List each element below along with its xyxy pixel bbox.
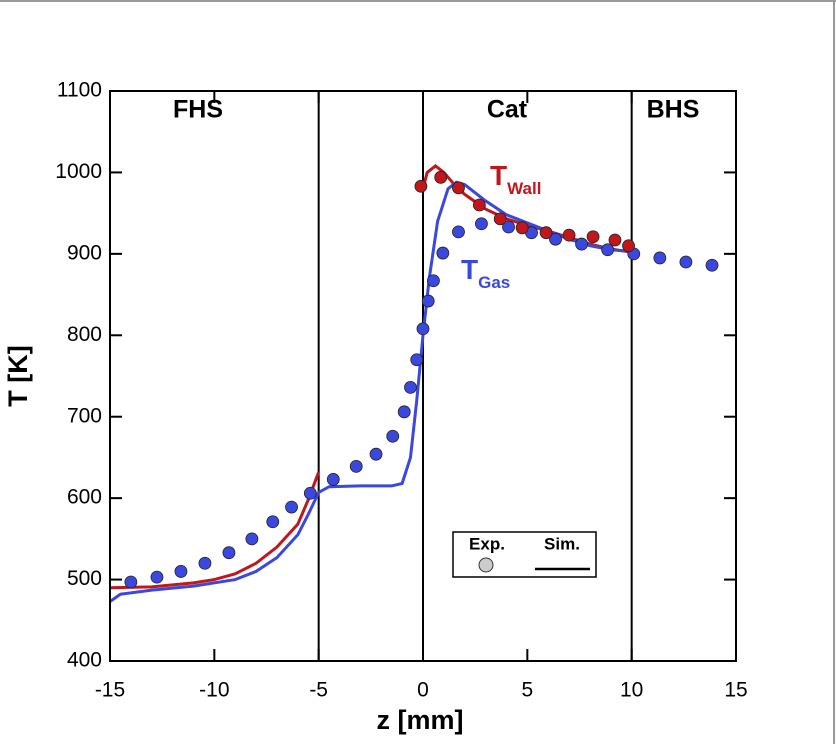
exp-point bbox=[245, 532, 259, 546]
exp-point bbox=[198, 556, 212, 570]
exp-point bbox=[493, 212, 507, 226]
exp-point bbox=[608, 233, 622, 247]
exp-point bbox=[575, 237, 588, 251]
y-tick-label: 600 bbox=[67, 486, 102, 509]
annotation-main: T bbox=[490, 160, 507, 191]
exp-point bbox=[475, 217, 488, 231]
x-tick-label: -15 bbox=[95, 679, 125, 702]
y-axis-title: T [K] bbox=[3, 345, 33, 406]
exp-point bbox=[416, 322, 430, 336]
x-tick-label: -5 bbox=[309, 679, 328, 702]
exp-point bbox=[369, 447, 383, 461]
exp-point bbox=[303, 486, 317, 500]
exp-point bbox=[427, 274, 440, 288]
exp-point bbox=[653, 251, 667, 265]
legend-label: Exp. bbox=[469, 534, 505, 553]
annotation-sub: Wall bbox=[507, 179, 541, 198]
sim-line bbox=[109, 180, 632, 603]
region-label: Cat bbox=[487, 96, 528, 124]
x-tick-label: -10 bbox=[199, 679, 229, 702]
exp-point bbox=[150, 570, 164, 584]
exp-point bbox=[124, 575, 138, 589]
sim-line bbox=[109, 471, 321, 590]
y-tick-label: 500 bbox=[67, 567, 102, 590]
region-label: FHS bbox=[173, 96, 223, 124]
exp-point bbox=[679, 255, 693, 269]
exp-point bbox=[174, 565, 188, 578]
exp-point bbox=[705, 258, 719, 272]
exp-point bbox=[266, 515, 280, 529]
exp-point bbox=[601, 243, 615, 257]
legend-marker bbox=[478, 557, 494, 573]
y-tick-label: 1100 bbox=[57, 79, 102, 102]
exp-point bbox=[386, 429, 400, 443]
legend-label: Sim. bbox=[544, 534, 580, 553]
exp-point bbox=[539, 226, 553, 240]
x-tick-label: 10 bbox=[620, 679, 643, 702]
x-tick-label: 5 bbox=[521, 679, 533, 702]
x-axis-title: z [mm] bbox=[377, 705, 464, 735]
exp-point bbox=[436, 246, 450, 260]
exp-point bbox=[452, 181, 465, 195]
exp-point bbox=[414, 179, 428, 193]
y-tick-label: 700 bbox=[67, 404, 102, 427]
y-tick-label: 1000 bbox=[55, 160, 102, 183]
exp-point bbox=[515, 221, 529, 235]
exp-point bbox=[421, 294, 435, 308]
exp-point bbox=[502, 220, 515, 234]
exp-point bbox=[434, 170, 448, 184]
y-tick-label: 800 bbox=[67, 323, 102, 346]
annotation-main: T bbox=[461, 254, 478, 285]
region-label: BHS bbox=[647, 96, 700, 124]
exp-point bbox=[562, 228, 576, 242]
exp-point bbox=[222, 546, 236, 560]
exp-point bbox=[349, 459, 363, 473]
exp-point bbox=[622, 239, 635, 253]
plot-frame bbox=[109, 90, 737, 662]
annotation: TGas bbox=[461, 254, 510, 292]
exp-point bbox=[410, 353, 424, 367]
exp-point bbox=[285, 500, 298, 514]
y-tick-label: 400 bbox=[67, 649, 102, 672]
exp-point bbox=[326, 473, 340, 486]
exp-point bbox=[452, 225, 465, 239]
exp-point bbox=[397, 405, 411, 419]
exp-point bbox=[404, 380, 417, 394]
annotation-sub: Gas bbox=[478, 273, 510, 292]
x-tick-label: 0 bbox=[417, 679, 429, 702]
annotation: TWall bbox=[490, 160, 541, 198]
exp-point bbox=[586, 230, 600, 244]
y-tick-label: 900 bbox=[67, 241, 102, 264]
exp-point bbox=[472, 198, 486, 212]
x-tick-label: 15 bbox=[724, 679, 747, 702]
exp-point bbox=[549, 232, 562, 246]
